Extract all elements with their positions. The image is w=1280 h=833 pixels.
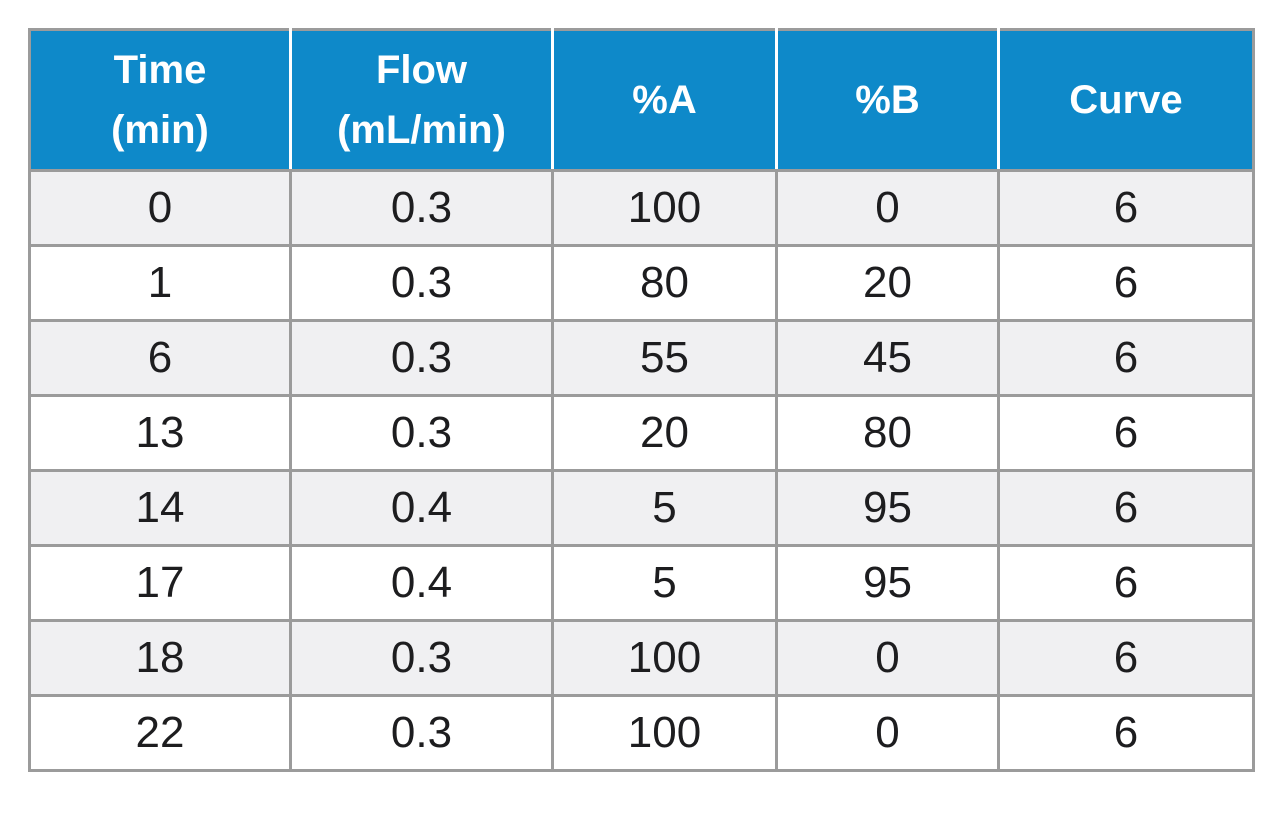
table-cell: 100 <box>551 169 778 247</box>
table-cell: 45 <box>775 319 1000 397</box>
table-cell: 5 <box>551 544 778 622</box>
table-row: 22 0.3 100 0 6 <box>28 694 1255 772</box>
table-cell: 0 <box>775 169 1000 247</box>
table-cell: 0 <box>775 694 1000 772</box>
table-cell: 6 <box>997 244 1255 322</box>
table-cell: 14 <box>28 469 292 547</box>
table-cell: 0.4 <box>289 469 554 547</box>
table-row: 17 0.4 5 95 6 <box>28 544 1255 622</box>
header-cell: Flow (mL/min) <box>289 29 553 172</box>
table-cell: 55 <box>551 319 778 397</box>
table-cell: 0 <box>775 619 1000 697</box>
header-cell: Curve <box>997 29 1254 172</box>
table-row: 18 0.3 100 0 6 <box>28 619 1255 697</box>
table-row: 0 0.3 100 0 6 <box>28 169 1255 247</box>
table-body: 0 0.3 100 0 6 1 0.3 80 20 6 6 0.3 55 45 6 13 0.3 20 80 6 14 0… <box>28 169 1255 772</box>
table-cell: 6 <box>997 319 1255 397</box>
table-cell: 95 <box>775 544 1000 622</box>
table-cell: 6 <box>997 469 1255 547</box>
table-cell: 6 <box>28 319 292 397</box>
table-cell: 0.4 <box>289 544 554 622</box>
table-cell: 6 <box>997 619 1255 697</box>
table-row: 13 0.3 20 80 6 <box>28 394 1255 472</box>
header-row: Time (min) Flow (mL/min) %A %B Curve <box>29 29 1254 172</box>
header-cell: %A <box>551 29 777 172</box>
table-cell: 80 <box>775 394 1000 472</box>
table-cell: 100 <box>551 694 778 772</box>
table-cell: 80 <box>551 244 778 322</box>
table-cell: 18 <box>28 619 292 697</box>
table-cell: 0.3 <box>289 244 554 322</box>
table-cell: 6 <box>997 694 1255 772</box>
header-cell: %B <box>775 29 999 172</box>
table-cell: 0.3 <box>289 169 554 247</box>
table-cell: 20 <box>775 244 1000 322</box>
table-cell: 6 <box>997 394 1255 472</box>
table-cell: 5 <box>551 469 778 547</box>
gradient-table: Time (min) Flow (mL/min) %A %B Curve 0 0.3 100… <box>28 28 1255 772</box>
table-row: 1 0.3 80 20 6 <box>28 244 1255 322</box>
table-cell: 13 <box>28 394 292 472</box>
table-cell: 0.3 <box>289 694 554 772</box>
table-header: Time (min) Flow (mL/min) %A %B Curve <box>29 29 1254 172</box>
table-cell: 20 <box>551 394 778 472</box>
header-cell: Time (min) <box>29 29 291 172</box>
table-cell: 95 <box>775 469 1000 547</box>
table-cell: 17 <box>28 544 292 622</box>
table-cell: 0 <box>28 169 292 247</box>
table-cell: 6 <box>997 169 1255 247</box>
table-cell: 22 <box>28 694 292 772</box>
table-cell: 100 <box>551 619 778 697</box>
table-row: 6 0.3 55 45 6 <box>28 319 1255 397</box>
table-cell: 6 <box>997 544 1255 622</box>
table-cell: 0.3 <box>289 394 554 472</box>
table-cell: 0.3 <box>289 619 554 697</box>
table-row: 14 0.4 5 95 6 <box>28 469 1255 547</box>
table-cell: 1 <box>28 244 292 322</box>
table-cell: 0.3 <box>289 319 554 397</box>
